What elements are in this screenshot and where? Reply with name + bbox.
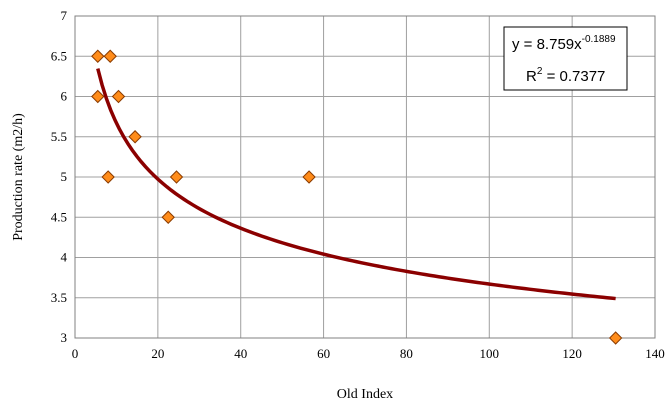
data-point xyxy=(302,170,316,184)
x-tick-label: 140 xyxy=(645,346,665,361)
r-squared-text: R2 = 0.7377 xyxy=(526,66,605,85)
y-tick-label: 6 xyxy=(61,89,68,104)
plot-area-frame xyxy=(74,15,656,339)
tick-labels: 0 20 40 60 80 100 120 140 3 3.5 4 4.5 5 5.5 6 6.5 7 xyxy=(51,8,665,361)
x-tick-label: 80 xyxy=(400,346,413,361)
power-trendline xyxy=(96,68,616,301)
r-squared-base: R xyxy=(526,68,537,85)
y-tick-label: 3 xyxy=(61,330,68,345)
data-point xyxy=(103,49,117,63)
x-tick-label: 120 xyxy=(562,346,582,361)
trendline-equation-box: y = 8.759x-0.1889 R2 = 0.7377 xyxy=(503,26,628,91)
x-tick-label: 20 xyxy=(151,346,164,361)
x-tick-label: 0 xyxy=(72,346,79,361)
y-tick-label: 5.5 xyxy=(51,129,67,144)
y-tick-label: 4 xyxy=(61,250,68,265)
data-point xyxy=(608,331,623,345)
y-tick-label: 7 xyxy=(61,8,68,23)
x-tick-label: 100 xyxy=(480,346,500,361)
data-point xyxy=(161,210,175,224)
data-point xyxy=(91,49,105,63)
data-points xyxy=(91,49,623,345)
data-point xyxy=(169,170,184,184)
x-tick-label: 40 xyxy=(234,346,247,361)
data-point xyxy=(111,89,126,104)
y-tick-label: 4.5 xyxy=(51,209,67,224)
r-squared-exponent: 2 xyxy=(537,66,543,77)
data-point xyxy=(128,130,142,144)
x-axis-title: Old Index xyxy=(337,387,393,402)
r-squared-value: = 0.7377 xyxy=(542,68,605,85)
equation-text: y = 8.759x-0.1889 xyxy=(512,34,616,53)
y-axis-title: Production rate (m2/h) xyxy=(11,113,26,241)
data-point xyxy=(101,170,115,184)
data-point xyxy=(91,89,105,104)
x-tick-label: 60 xyxy=(317,346,330,361)
y-tick-label: 5 xyxy=(61,169,68,184)
y-tick-label: 3.5 xyxy=(51,290,67,305)
y-tick-label: 6.5 xyxy=(51,48,67,63)
equation-base: y = 8.759x xyxy=(512,36,582,53)
equation-exponent: -0.1889 xyxy=(582,34,616,45)
